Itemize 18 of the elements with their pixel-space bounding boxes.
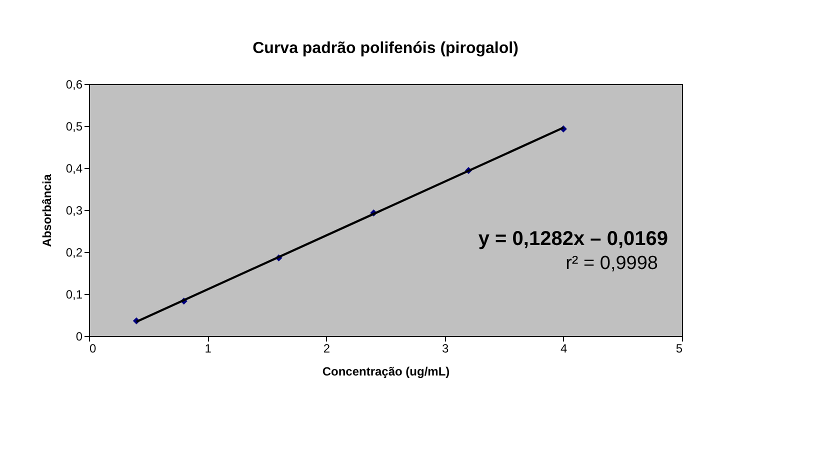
y-tick-label: 0,6	[66, 78, 83, 92]
y-tick-label: 0,1	[66, 288, 83, 302]
x-axis-title: Concentração (ug/mL)	[322, 364, 450, 378]
y-tick-label: 0,3	[66, 204, 83, 218]
y-tick-label: 0,5	[66, 120, 83, 134]
y-axis-title: Absorbância	[40, 174, 54, 247]
y-tick-label: 0	[76, 330, 83, 344]
annotation: y = 0,1282x – 0,0169	[478, 228, 668, 250]
x-tick-label: 0	[90, 342, 96, 356]
x-tick-label: 3	[442, 342, 449, 356]
x-tick-label: 5	[676, 342, 683, 356]
x-tick-label: 4	[560, 342, 568, 356]
y-tick-label: 0,2	[66, 246, 83, 260]
x-tick-label: 2	[323, 342, 330, 356]
chart-title: Curva padrão polifenóis (pirogalol)	[252, 40, 518, 57]
annotation: r² = 0,9998	[566, 253, 658, 274]
x-tick-label: 1	[204, 342, 212, 356]
y-tick-label: 0,4	[66, 162, 83, 176]
